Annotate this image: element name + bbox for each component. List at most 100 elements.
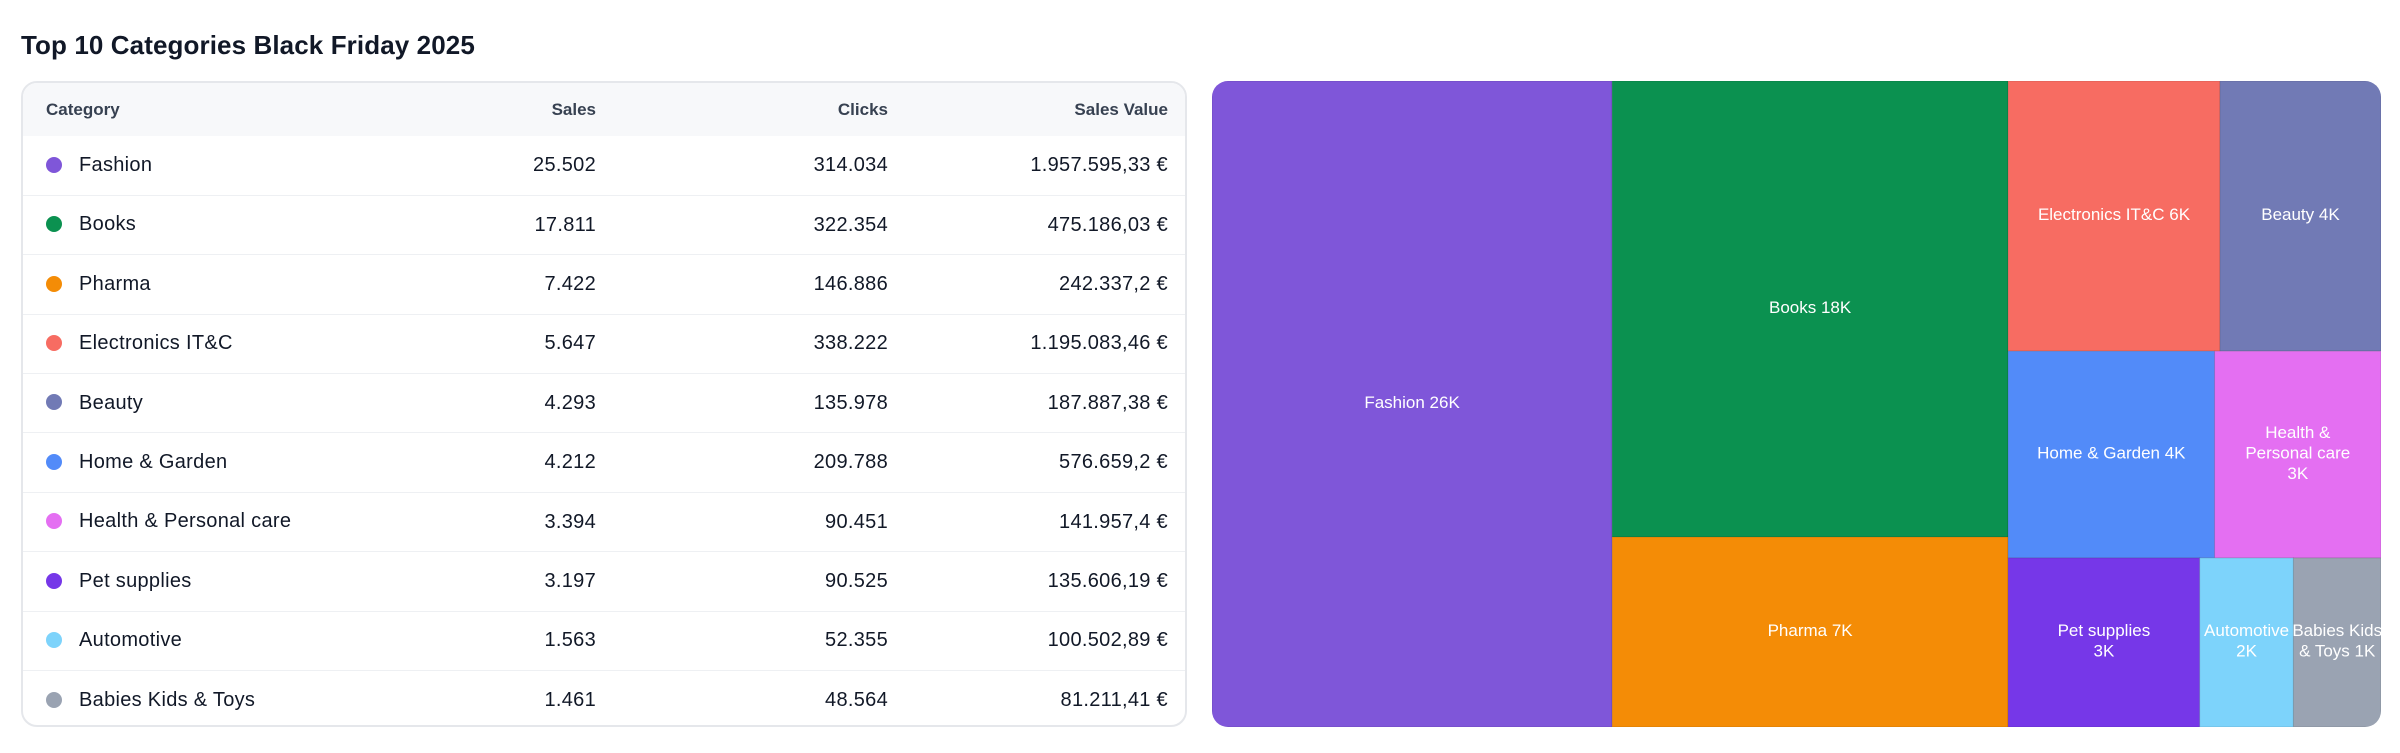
cell-sales-value: 100.502,89 € — [1047, 629, 1168, 652]
treemap-cell-books[interactable]: Books 18K — [1611, 81, 2009, 538]
treemap-svg: Fashion 26K Books 18K Pharma 7K Electronics… — [1212, 81, 2381, 727]
treemap-cell-automotive[interactable]: Automotive 2K — [2199, 557, 2294, 727]
treemap-label-line: Automotive — [2204, 622, 2289, 641]
header-sales-value[interactable]: Sales Value — [1074, 99, 1168, 119]
treemap-label-health-and-personal-care: Health & Personal care 3K — [2245, 424, 2350, 484]
treemap-label-home-and-garden: Home & Garden 4K — [2037, 444, 2186, 463]
table-row[interactable]: Automotive 1.563 52.355 100.502,89 € — [23, 611, 1185, 670]
cell-category: Babies Kids & Toys — [23, 671, 428, 725]
treemap-rect-home-and-garden[interactable] — [2007, 350, 2216, 559]
table-row[interactable]: Pet supplies 3.197 90.525 135.606,19 € — [23, 551, 1185, 611]
cell-sales: 5.647 — [544, 332, 596, 355]
treemap-rect-health-and-personal-care[interactable] — [2214, 350, 2381, 559]
cell-sales-value: 1.195.083,46 € — [1030, 332, 1168, 355]
category-label: Beauty — [79, 391, 144, 414]
treemap-label-books: Books 18K — [1769, 298, 1852, 317]
category-color-dot — [46, 216, 62, 233]
treemap-rect-fashion[interactable] — [1212, 81, 1613, 727]
categories-table-card: Category Sales Clicks Sales Value Fashio… — [21, 81, 1187, 727]
treemap-label-line: Babies Kids — [2292, 622, 2381, 641]
sales-treemap: Fashion 26K Books 18K Pharma 7K Electronics… — [1212, 81, 2381, 727]
treemap-label-line: 3K — [2287, 465, 2308, 484]
cell-sales: 17.811 — [534, 213, 596, 236]
cell-sales: 3.394 — [544, 510, 596, 533]
cell-sales-value: 187.887,38 € — [1047, 391, 1168, 414]
cell-clicks: 90.525 — [825, 569, 888, 592]
treemap-rect-pet-supplies[interactable] — [2007, 557, 2201, 727]
treemap-label-babies-kids-and-toys: Babies Kids & Toys 1K — [2292, 622, 2381, 662]
category-label: Pet supplies — [79, 570, 192, 593]
treemap-cell-electronics-itandc[interactable]: Electronics IT&C 6K — [2007, 81, 2221, 352]
treemap-rect-books[interactable] — [1611, 81, 2009, 538]
cell-sales-value: 135.606,19 € — [1047, 569, 1168, 592]
treemap-cell-beauty[interactable]: Beauty 4K — [2219, 81, 2381, 352]
category-color-dot — [46, 631, 62, 648]
category-color-dot — [46, 691, 62, 708]
category-label: Pharma — [79, 273, 151, 296]
table-row[interactable]: Babies Kids & Toys 1.461 48.564 81.211,41 € — [23, 670, 1185, 725]
treemap-label-automotive: Automotive 2K — [2204, 622, 2289, 662]
cell-sales-value: 141.957,4 € — [1059, 510, 1168, 533]
treemap-cell-home-and-garden[interactable]: Home & Garden 4K — [2007, 350, 2216, 559]
cell-sales: 1.563 — [544, 629, 596, 652]
treemap-cell-fashion[interactable]: Fashion 26K — [1212, 81, 1613, 727]
category-color-dot — [46, 513, 62, 530]
treemap-label-line: Pharma 7K — [1768, 621, 1854, 640]
treemap-rect-automotive[interactable] — [2199, 557, 2294, 727]
cell-category: Health & Personal care — [23, 492, 428, 551]
table-header-row: Category Sales Clicks Sales Value — [23, 83, 1185, 136]
cell-clicks: 146.886 — [813, 272, 888, 295]
treemap-label-line: & Toys 1K — [2299, 642, 2376, 661]
category-color-dot — [46, 572, 62, 589]
treemap-label-line: Books 18K — [1769, 298, 1852, 317]
cell-sales-value: 242.337,2 € — [1059, 272, 1168, 295]
cell-clicks: 314.034 — [813, 153, 888, 176]
cell-category: Pharma — [23, 255, 428, 314]
category-color-dot — [46, 334, 62, 351]
cell-clicks: 90.451 — [825, 510, 888, 533]
cell-clicks: 52.355 — [825, 629, 888, 652]
treemap-cell-pharma[interactable]: Pharma 7K — [1611, 536, 2009, 727]
cell-sales: 1.461 — [544, 688, 596, 711]
table-row[interactable]: Electronics IT&C 5.647 338.222 1.195.083,46… — [23, 314, 1185, 373]
table-row[interactable]: Home & Garden 4.212 209.788 576.659,2 € — [23, 432, 1185, 492]
table-row[interactable]: Beauty 4.293 135.978 187.887,38 € — [23, 373, 1185, 433]
cell-category: Pet supplies — [23, 552, 428, 611]
page-title: Top 10 Categories Black Friday 2025 — [21, 30, 475, 60]
treemap-rect-babies-kids-and-toys[interactable] — [2292, 557, 2381, 727]
cell-sales-value: 576.659,2 € — [1059, 451, 1168, 474]
treemap-label-pet-supplies: Pet supplies 3K — [2058, 622, 2151, 662]
category-label: Fashion — [79, 154, 153, 177]
header-clicks[interactable]: Clicks — [837, 99, 888, 119]
cell-category: Automotive — [23, 611, 428, 670]
cell-sales: 4.212 — [544, 451, 596, 474]
cell-sales-value: 81.211,41 € — [1060, 688, 1168, 711]
treemap-rect-pharma[interactable] — [1611, 536, 2009, 727]
table-row[interactable]: Fashion 25.502 314.034 1.957.595,33 € — [23, 136, 1185, 195]
cell-sales-value: 475.186,03 € — [1047, 213, 1168, 236]
header-category[interactable]: Category — [46, 99, 120, 119]
treemap-rect-beauty[interactable] — [2219, 81, 2381, 352]
table-body: Fashion 25.502 314.034 1.957.595,33 € Books 1… — [23, 136, 1185, 725]
table-row[interactable]: Pharma 7.422 146.886 242.337,2 € — [23, 254, 1185, 314]
cell-sales: 7.422 — [544, 272, 596, 295]
treemap-cell-babies-kids-and-toys[interactable]: Babies Kids & Toys 1K — [2292, 557, 2381, 727]
category-label: Home & Garden — [79, 451, 228, 474]
treemap-label-line: Fashion 26K — [1364, 393, 1460, 412]
category-label: Automotive — [79, 629, 183, 652]
treemap-label-beauty: Beauty 4K — [2261, 206, 2340, 225]
treemap-label-electronics-itandc: Electronics IT&C 6K — [2038, 206, 2191, 225]
treemap-rect-electronics-itandc[interactable] — [2007, 81, 2221, 352]
cell-clicks: 338.222 — [813, 332, 888, 355]
treemap-label-pharma: Pharma 7K — [1768, 621, 1854, 640]
treemap-cell-health-and-personal-care[interactable]: Health & Personal care 3K — [2214, 350, 2381, 559]
table-row[interactable]: Books 17.811 322.354 475.186,03 € — [23, 195, 1185, 254]
cell-sales-value: 1.957.595,33 € — [1030, 153, 1168, 176]
treemap-label-line: Home & Garden 4K — [2037, 444, 2186, 463]
header-sales[interactable]: Sales — [551, 99, 596, 119]
cell-clicks: 209.788 — [813, 451, 888, 474]
table-row[interactable]: Health & Personal care 3.394 90.451 141.957… — [23, 492, 1185, 551]
cell-clicks: 322.354 — [813, 213, 888, 236]
cell-category: Electronics IT&C — [23, 314, 428, 373]
treemap-cell-pet-supplies[interactable]: Pet supplies 3K — [2007, 557, 2201, 727]
